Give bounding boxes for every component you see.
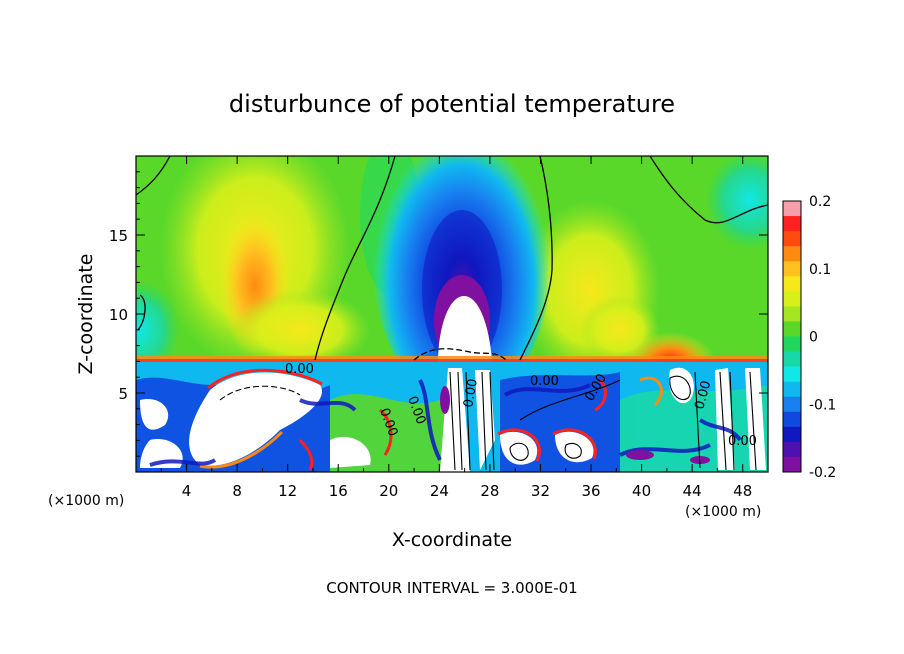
x-axis-label: X-coordinate	[392, 529, 512, 551]
colorbar-swatch	[783, 411, 801, 428]
chart-title: disturbunce of potential temperature	[229, 90, 675, 118]
colorbar-tick-label: 0.1	[809, 262, 831, 278]
colorbar-swatch	[783, 456, 801, 473]
colorbar-swatch	[783, 381, 801, 398]
contour-label: 0.00	[530, 374, 559, 389]
y-axis-label: Z-coordinate	[75, 254, 97, 375]
y-tick-label: 10	[109, 306, 128, 324]
x-tick-label: 20	[379, 482, 398, 500]
colorbar-tick-label: 0.2	[809, 194, 831, 210]
colorbar-swatch	[783, 246, 801, 262]
x-tick-label: 12	[278, 482, 297, 500]
x-unit-label: (×1000 m)	[48, 493, 124, 509]
colorbar-swatch	[783, 306, 801, 322]
colorbar-swatch	[783, 396, 801, 413]
x-tick-label: 4	[182, 482, 192, 500]
colorbar-swatch	[783, 426, 801, 443]
contour-label: 0.00	[461, 378, 481, 409]
colorbar-swatch	[783, 291, 801, 307]
colorbar-swatch	[783, 276, 801, 292]
contour-label: 0.00	[692, 379, 714, 411]
plot-area	[136, 156, 768, 472]
x-tick-label: 44	[683, 482, 702, 500]
x-axis: 4 8 12 16 20 24 28 32 36 40 44 48	[160, 156, 752, 500]
x-tick-label: 40	[632, 482, 651, 500]
colorbar-swatch	[783, 336, 801, 353]
colorbar-swatch	[783, 351, 801, 368]
colorbar-frame	[782, 200, 802, 473]
colorbar-ticks: 0.2 0.1 0 -0.1 -0.2	[809, 194, 836, 481]
colorbar-tick-label: -0.2	[809, 465, 836, 481]
x-tick-label: 16	[329, 482, 348, 500]
y-tick-label: 15	[109, 227, 128, 245]
contour-label: 0.00	[728, 434, 757, 449]
x-tick-label: 24	[430, 482, 449, 500]
x-tick-label: 36	[581, 482, 600, 500]
colorbar-swatch	[783, 261, 801, 277]
x-tick-label: 48	[733, 482, 752, 500]
colorbar-swatch	[783, 321, 801, 337]
x-tick-label: 28	[480, 482, 499, 500]
x-tick-label: 32	[531, 482, 550, 500]
colorbar-swatch	[783, 216, 801, 232]
colorbar-swatch	[783, 441, 801, 458]
x-tick-label: 8	[232, 482, 242, 500]
x-unit-label-right: (×1000 m)	[685, 504, 761, 520]
colorbar-swatch	[783, 231, 801, 247]
y-axis: 5 10 15	[109, 171, 768, 457]
y-tick-label: 5	[118, 385, 128, 403]
colorbar-swatch	[783, 366, 801, 383]
contour-label: 0.00	[285, 362, 314, 377]
contour-interval-note: CONTOUR INTERVAL = 3.000E-01	[326, 579, 577, 597]
colorbar-tick-label: -0.1	[809, 397, 836, 413]
colorbar	[783, 201, 801, 473]
colorbar-swatch	[783, 201, 801, 217]
colorbar-tick-label: 0	[809, 330, 818, 346]
